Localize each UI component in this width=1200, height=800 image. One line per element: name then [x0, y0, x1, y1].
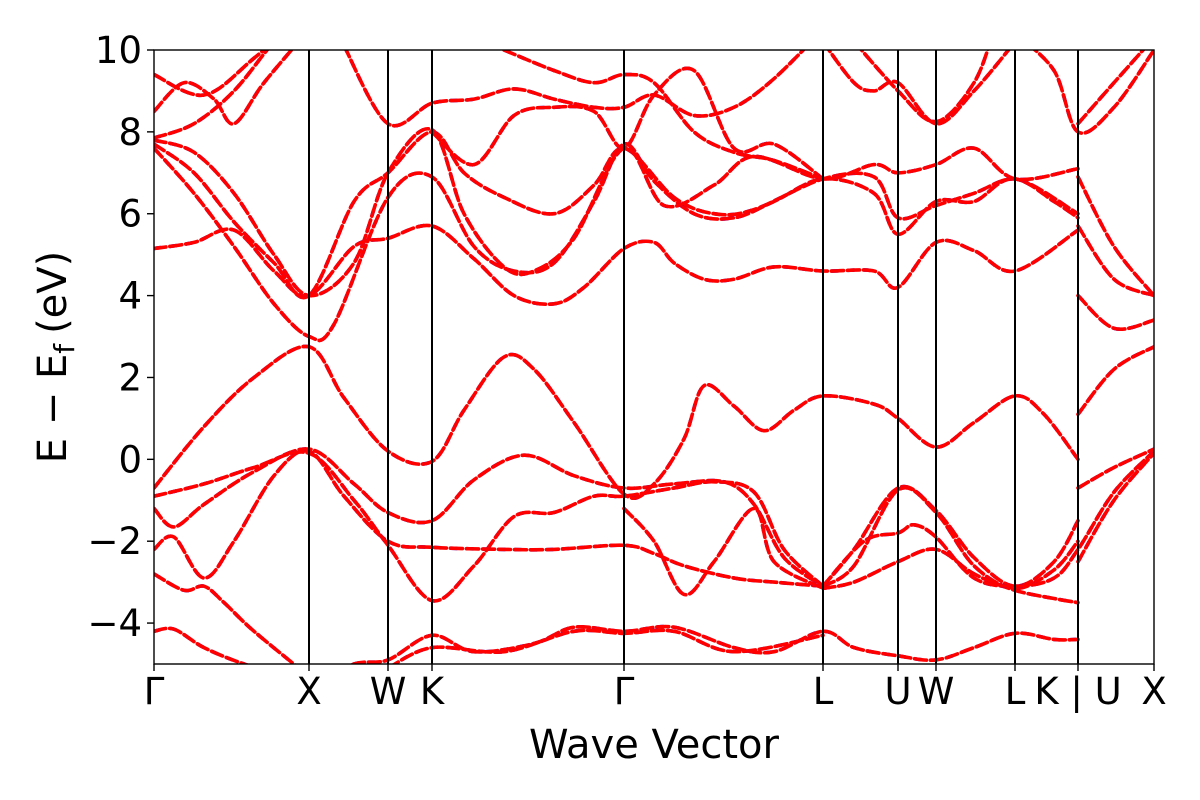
y-axis-title-subscript: f [48, 343, 81, 354]
band-27-solid [821, 484, 1080, 588]
band-12-dashed [1076, 224, 1154, 298]
band-24-solid [1076, 50, 1146, 126]
band-3-solid [154, 447, 825, 588]
x-tick-label-5: L [813, 670, 834, 713]
y-tick-label-4: 4 [118, 275, 142, 318]
band-19-dashed [430, 66, 825, 181]
x-tick-label-10: X [1141, 670, 1166, 713]
y-tick-label-2: 0 [118, 438, 142, 481]
band-12-solid [1076, 224, 1154, 298]
x-tick-label-3: K [420, 670, 446, 713]
y-tick-label-1: −2 [87, 520, 142, 563]
band-32-solid [622, 506, 825, 597]
x-tick-label-6: U [884, 670, 911, 713]
x-axis-title: Wave Vector [529, 722, 780, 768]
band-5-dashed [154, 344, 1080, 500]
band-16-solid [154, 50, 294, 126]
band-18-dashed [344, 50, 806, 128]
y-tick-label-6: 8 [118, 111, 142, 154]
band-4-solid [154, 450, 825, 603]
band-6-solid [1076, 447, 1154, 490]
band-30-solid [821, 449, 1154, 588]
x-tick-label-9: K | U [1034, 670, 1121, 713]
y-axis-title-main: E − E [30, 354, 76, 464]
band-10-solid [1076, 293, 1154, 331]
band-31-dashed [1076, 452, 1154, 563]
band-lines [154, 50, 1154, 664]
x-tick-label-7: W [918, 670, 955, 713]
band-19-solid [430, 66, 825, 181]
band-0-solid [154, 626, 250, 664]
band-7-dashed [1076, 345, 1154, 416]
y-tick-label-5: 6 [118, 193, 142, 236]
band-4-dashed [154, 450, 825, 603]
y-tick-label-0: −4 [87, 602, 142, 645]
band-18-solid [344, 50, 806, 128]
x-tick-label-4: Γ [614, 670, 635, 713]
y-axis-title: E − Ef (eV) [30, 251, 81, 464]
band-14-solid [1076, 175, 1154, 298]
y-tick-label-7: 10 [95, 29, 142, 72]
band-13-solid [154, 127, 1080, 298]
band-31-solid [1076, 451, 1154, 564]
x-tick-label-2: W [370, 670, 407, 713]
band-11-solid [154, 130, 1080, 300]
band-20-solid [502, 50, 825, 181]
band-5-solid [154, 344, 1080, 500]
band-26-solid [391, 628, 825, 664]
band-17-solid [154, 50, 267, 97]
y-tick-label-3: 2 [118, 356, 142, 399]
band-15-solid [154, 50, 270, 140]
x-tick-label-1: X [296, 670, 321, 713]
plot-frame [153, 49, 1155, 665]
high-symmetry-lines [308, 50, 1079, 664]
band-1-solid [154, 572, 297, 664]
band-7-solid [1076, 345, 1154, 417]
x-tick-label-8: L [1005, 670, 1026, 713]
band-8-solid [154, 223, 1080, 306]
y-axis-ticks: −4 −2 0 2 4 6 8 10 [87, 29, 154, 645]
band-10-dashed [1076, 294, 1154, 331]
band-15-dashed [154, 50, 270, 140]
y-axis-title-unit: (eV) [30, 251, 76, 334]
band-14-dashed [1076, 176, 1154, 297]
band-11-dashed [154, 130, 1080, 300]
x-tick-label-0: Γ [144, 670, 165, 713]
band-17-dashed [154, 50, 267, 97]
band-28-solid [821, 486, 1080, 591]
